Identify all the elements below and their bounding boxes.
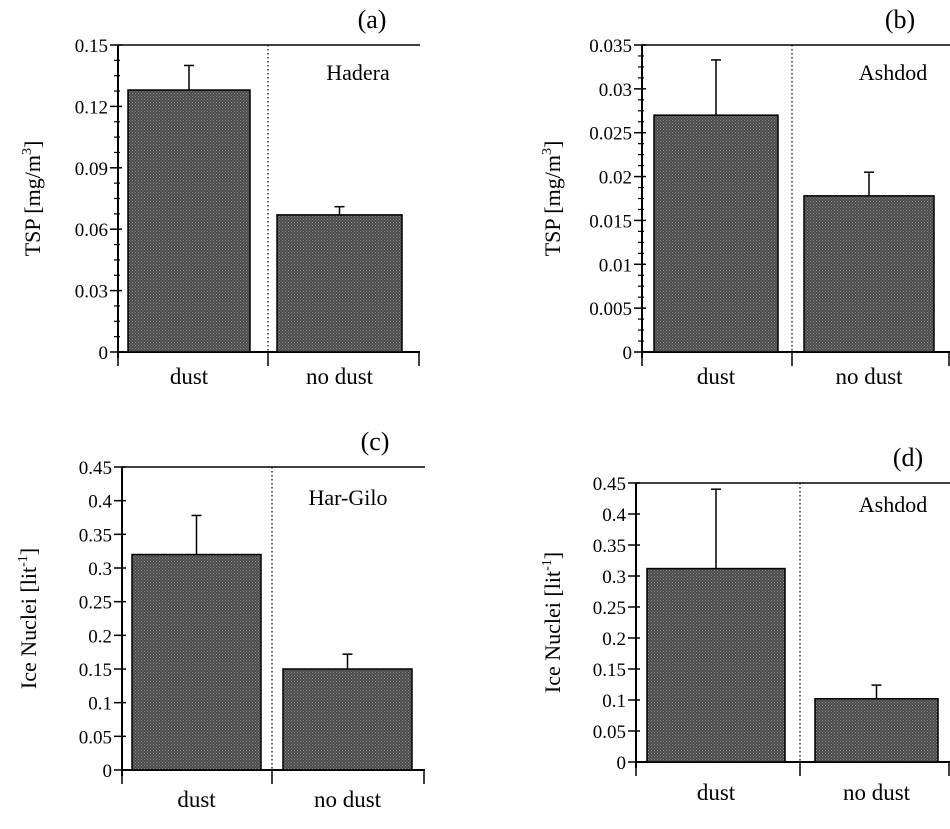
y-tick-label: 0 [623,343,633,364]
bar-no-dust [282,668,413,771]
y-axis-label-end: ] [16,548,41,555]
x-category-label: no dust [843,780,911,805]
y-axis-label-superscript: -1 [16,555,31,567]
y-axis-label-superscript: -1 [540,559,555,571]
x-category-label: dust [177,787,216,812]
x-category-label: dust [170,364,209,389]
y-axis-label-superscript: 3 [540,148,555,155]
y-axis-label: Ice Nuclei [lit-1] [16,548,41,689]
y-tick-label: 0.15 [593,660,626,681]
y-tick-label: 0.35 [79,525,112,546]
chart-panel-4: 0 0.05 0.1 0.15 0.2 0.25 0.3 0.35 0.4 0.45 dust no … [540,443,950,805]
y-tick-label: 0.25 [79,593,112,614]
y-tick-label: 0.03 [75,282,108,303]
y-tick-label: 0.01 [599,255,632,276]
y-tick-label: 0.09 [75,159,108,180]
y-tick-label: 0.015 [589,211,632,232]
chart-panels: 0 0.03 0.06 0.09 0.12 0.15 dust no dust (a) Hader… [16,5,950,812]
y-axis-label-main: Ice Nuclei [lit [540,571,565,693]
y-axis-label: TSP [mg/m3] [20,141,45,257]
y-tick-label: 0.02 [599,168,632,189]
bar-no-dust [276,214,403,353]
site-label: Ashdod [859,60,927,85]
y-axis-label: Ice Nuclei [lit-1] [540,552,565,693]
y-tick-label: 0.2 [88,626,112,647]
panel-label: (a) [358,5,387,34]
y-tick-label: 0.03 [599,80,632,101]
y-tick-label: 0.25 [593,598,626,619]
y-tick-label: 0.025 [589,124,632,145]
y-tick-label: 0.05 [79,727,112,748]
y-tick-label: 0.4 [88,492,112,513]
y-tick-label: 0.035 [589,36,632,57]
y-axis-label-main: TSP [mg/m [540,155,565,256]
x-category-label: dust [697,780,736,805]
site-label: Ashdod [859,492,927,517]
x-category-label: no dust [835,364,903,389]
chart-panel-3: 0 0.05 0.1 0.15 0.2 0.25 0.3 0.35 0.4 0.45 dust no … [16,427,425,812]
bar-dust [131,553,262,771]
y-tick-label: 0 [617,753,627,774]
y-tick-label: 0.005 [589,299,632,320]
x-category-label: no dust [314,787,382,812]
y-tick-label: 0.2 [602,629,626,650]
bar-dust [646,567,786,763]
y-tick-label: 0.05 [593,722,626,743]
y-tick-label: 0.15 [75,36,108,57]
y-tick-label: 0.3 [88,559,112,580]
y-axis-label-end: ] [540,141,565,148]
y-tick-label: 0.35 [593,536,626,557]
bar-dust [127,89,251,353]
y-axis-label-end: ] [20,141,45,148]
bar-no-dust [814,698,939,763]
site-label: Har-Gilo [309,485,388,510]
x-category-label: dust [697,364,736,389]
bar-dust [653,114,779,353]
bar-no-dust [803,195,935,353]
y-tick-label: 0 [99,343,109,364]
panel-label: (c) [361,427,390,456]
panel-label: (b) [885,5,915,34]
y-tick-label: 0.1 [602,691,626,712]
y-tick-label: 0.15 [79,660,112,681]
y-axis-label-main: TSP [mg/m [20,155,45,256]
site-label: Hadera [326,60,390,85]
y-tick-label: 0.4 [602,505,626,526]
y-axis-label-end: ] [540,552,565,559]
y-tick-label: 0.06 [75,220,108,241]
y-tick-label: 0 [103,761,113,782]
y-axis-label-main: Ice Nuclei [lit [16,567,41,689]
y-tick-label: 0.12 [75,97,108,118]
y-tick-label: 0.45 [79,458,112,479]
panel-label: (d) [893,443,923,472]
y-tick-label: 0.1 [88,694,112,715]
y-tick-label: 0.3 [602,567,626,588]
y-tick-label: 0.45 [593,474,626,495]
chart-panel-1: 0 0.03 0.06 0.09 0.12 0.15 dust no dust (a) Hader… [20,5,420,389]
x-category-label: no dust [306,364,374,389]
y-axis-label: TSP [mg/m3] [540,141,565,257]
y-axis-label-superscript: 3 [20,148,35,155]
chart-panel-2: 0 0.005 0.01 0.015 0.02 0.025 0.03 0.035 dust no … [540,5,950,389]
